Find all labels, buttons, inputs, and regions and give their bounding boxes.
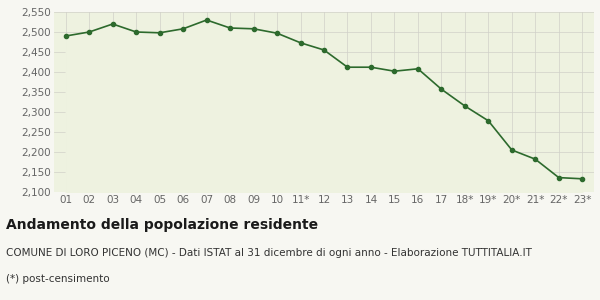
Text: Andamento della popolazione residente: Andamento della popolazione residente (6, 218, 318, 232)
Text: (*) post-censimento: (*) post-censimento (6, 274, 110, 284)
Text: COMUNE DI LORO PICENO (MC) - Dati ISTAT al 31 dicembre di ogni anno - Elaborazio: COMUNE DI LORO PICENO (MC) - Dati ISTAT … (6, 248, 532, 257)
